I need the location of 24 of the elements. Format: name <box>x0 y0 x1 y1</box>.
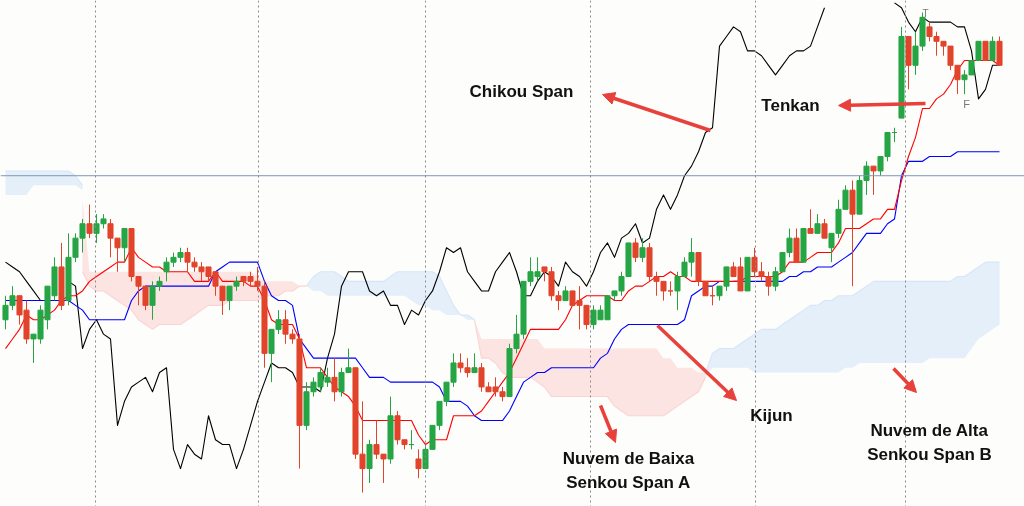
candlestick <box>807 208 814 234</box>
annotation: F <box>963 97 971 110</box>
annotation: T <box>922 8 929 19</box>
candlestick <box>982 40 989 62</box>
annotation: Tenkan <box>761 96 820 115</box>
candlestick <box>415 448 422 479</box>
candlestick <box>471 352 478 374</box>
candlestick <box>366 439 373 484</box>
candlestick <box>86 204 93 239</box>
candlestick <box>996 36 1003 66</box>
annotation: Chikou Span <box>469 82 574 101</box>
candlestick <box>793 228 800 263</box>
annotation: Nuvem de Alta Senkou Span B <box>867 420 992 465</box>
candlestick <box>821 218 828 239</box>
candlestick <box>331 357 338 402</box>
candlestick <box>814 213 821 234</box>
candlestick <box>121 228 128 263</box>
candlestick <box>639 237 646 263</box>
candlestick <box>989 36 996 62</box>
annotation: Nuvem de Baixa Senkou Span A <box>562 448 695 493</box>
annotation: Kijun <box>750 406 793 425</box>
candlestick <box>870 165 877 196</box>
candlestick <box>849 180 856 287</box>
candlestick <box>632 237 639 263</box>
